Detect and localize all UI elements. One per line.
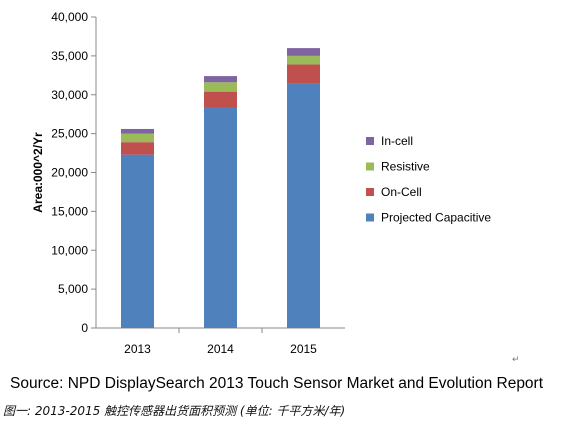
y-tick-label: 5,000 xyxy=(58,282,88,296)
bar-segment xyxy=(287,48,320,56)
y-tick-label: 35,000 xyxy=(51,49,88,63)
y-tick-label: 30,000 xyxy=(51,88,88,102)
legend-label: On-Cell xyxy=(381,185,422,199)
source-text: Source: NPD DisplaySearch 2013 Touch Sen… xyxy=(10,375,544,392)
bar-segment xyxy=(204,76,237,83)
bar-segment xyxy=(121,154,154,328)
y-tick-label: 0 xyxy=(81,321,88,335)
legend-swatch xyxy=(366,213,374,222)
legend-label: Resistive xyxy=(381,160,430,174)
bar-segment xyxy=(204,82,237,92)
bar-segment xyxy=(204,91,237,108)
legend-swatch xyxy=(366,188,374,196)
legend: In-cell Resistive On-Cell Projected Capacit… xyxy=(366,134,491,225)
y-axis-ticks: 0 5,000 10,000 15,000 20,000 25,000 30,000 35,0… xyxy=(51,10,96,335)
y-tick-label: 25,000 xyxy=(51,127,88,141)
bar-segment xyxy=(287,64,320,84)
y-tick-label: 20,000 xyxy=(51,166,88,180)
x-axis-ticks: 2013 2014 2015 xyxy=(124,328,317,356)
legend-label: In-cell xyxy=(381,134,413,148)
y-axis-label: Area:000^2/Yr xyxy=(31,132,45,213)
x-tick-label: 2014 xyxy=(207,342,234,356)
y-tick-label: 10,000 xyxy=(51,243,88,257)
y-tick-label: 15,000 xyxy=(51,204,88,218)
legend-label: Projected Capacitive xyxy=(381,211,491,225)
bar-segment xyxy=(287,83,320,329)
bar-stacks xyxy=(121,48,320,329)
legend-swatch xyxy=(366,162,374,171)
figure-caption: 图一: 2013-2015 触控传感器出货面积预测 (单位: 千平方米/年) xyxy=(3,404,346,418)
chart: 0 5,000 10,000 15,000 20,000 25,000 30,000 35,0… xyxy=(31,10,491,356)
bar-segment xyxy=(121,142,154,155)
bar-segment xyxy=(287,55,320,65)
bar-segment xyxy=(121,133,154,143)
x-tick-label: 2013 xyxy=(124,342,151,356)
return-mark: ↵ xyxy=(512,355,520,365)
x-tick-label: 2015 xyxy=(290,342,317,356)
y-tick-label: 40,000 xyxy=(51,10,88,24)
legend-swatch xyxy=(366,137,374,145)
bar-segment xyxy=(204,107,237,328)
bar-segment xyxy=(121,128,154,134)
